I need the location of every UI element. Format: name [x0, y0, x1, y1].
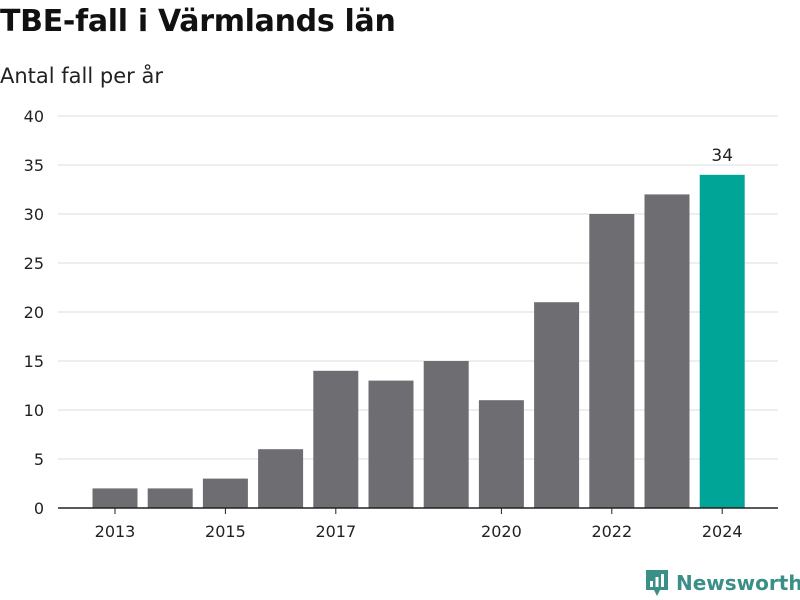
bar-2015 — [202, 478, 248, 508]
y-axis: 0 5 10 15 20 25 30 35 40 — [24, 107, 44, 518]
data-labels: 34 — [711, 146, 733, 166]
x-tick-label: 2020 — [481, 522, 522, 541]
x-tick-label: 2015 — [205, 522, 246, 541]
chart-title: TBE-fall i Värmlands län — [0, 4, 396, 39]
brand-name: Newsworthy — [676, 571, 800, 595]
bar-2016 — [258, 449, 304, 508]
newsworthy-logo-icon — [646, 570, 668, 596]
data-label: 34 — [711, 146, 733, 166]
y-tick-label: 40 — [24, 107, 44, 126]
bar-2021 — [534, 302, 580, 508]
bar-2013 — [92, 488, 138, 508]
x-tick-label: 2017 — [315, 522, 356, 541]
bar-2019 — [423, 361, 469, 508]
y-tick-label: 35 — [24, 156, 44, 175]
y-tick-label: 10 — [24, 401, 44, 420]
x-tick-label: 2024 — [702, 522, 743, 541]
y-tick-label: 30 — [24, 205, 44, 224]
x-tick-label: 2022 — [591, 522, 632, 541]
bar-2024 — [699, 174, 745, 509]
y-tick-label: 20 — [24, 303, 44, 322]
bar-2023 — [644, 194, 690, 508]
bar-2018 — [368, 380, 414, 508]
x-tick-label: 2013 — [95, 522, 136, 541]
bar-2020 — [478, 400, 524, 508]
brand-logo: Newsworthy — [644, 568, 800, 598]
x-axis: 2013 2015 2017 2020 2022 2024 — [58, 507, 778, 541]
bar-2014 — [147, 488, 193, 508]
bar-2017 — [313, 370, 359, 508]
chart-subtitle: Antal fall per år — [0, 64, 163, 88]
y-tick-label: 25 — [24, 254, 44, 273]
y-tick-label: 0 — [34, 499, 44, 518]
bars — [92, 174, 745, 509]
bar-2022 — [589, 214, 635, 508]
y-tick-label: 15 — [24, 352, 44, 371]
y-tick-label: 5 — [34, 450, 44, 469]
